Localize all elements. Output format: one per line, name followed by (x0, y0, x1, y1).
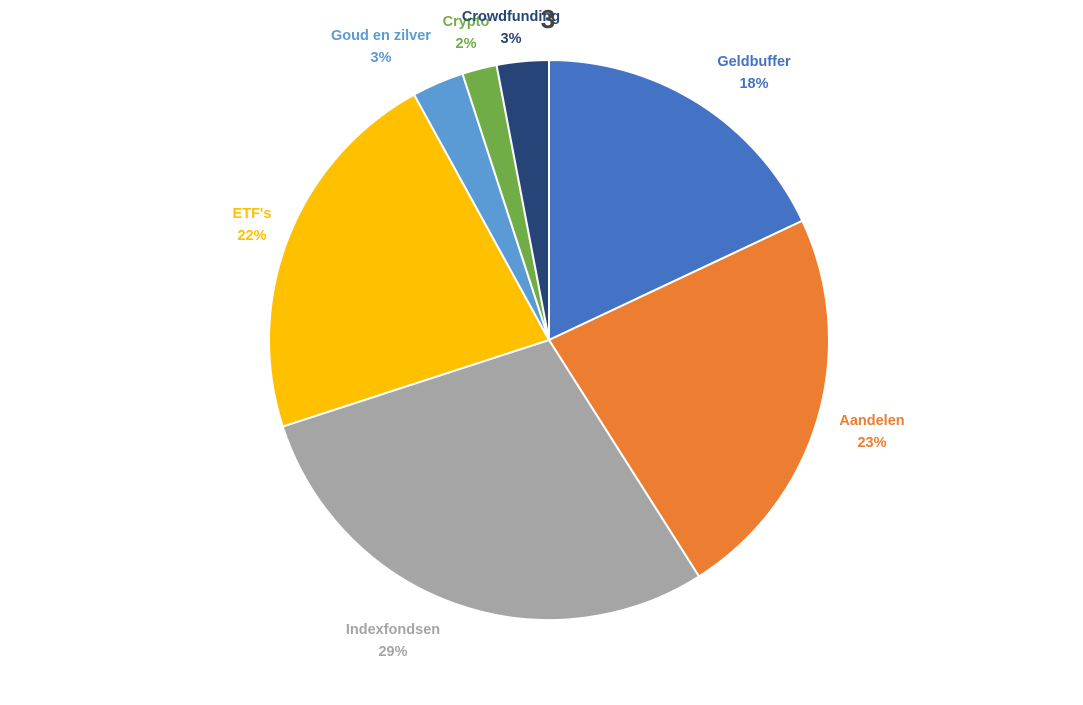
slice-label-aandelen: Aandelen (839, 413, 904, 429)
slice-aandelen (547, 219, 830, 578)
stray-glyph-label: 3 (541, 4, 555, 34)
slice-geldbuffer (548, 58, 804, 342)
slice-crowdfunding (495, 58, 550, 341)
slice-label-etf-s: ETF's (233, 206, 272, 222)
slice-label-crypto: Crypto (443, 14, 490, 30)
slice-percent-goud-en-zilver: 3% (371, 50, 392, 66)
labels-layer: Geldbuffer 18% Aandelen 23% Indexfondsen 29% E… (233, 9, 905, 660)
slice-percent-aandelen: 23% (857, 435, 886, 451)
slice-etf-s (268, 93, 551, 428)
slices-layer (268, 58, 830, 621)
slice-percent-crowdfunding: 3% (501, 31, 522, 47)
slice-percent-crypto: 2% (456, 36, 477, 52)
slice-percent-indexfondsen: 29% (378, 644, 407, 660)
slice-label-indexfondsen: Indexfondsen (346, 622, 440, 638)
slice-label-geldbuffer: Geldbuffer (717, 54, 791, 70)
slice-label-crowdfunding: Crowdfunding (462, 9, 560, 25)
slice-indexfondsen (281, 338, 701, 621)
slice-percent-geldbuffer: 18% (739, 76, 768, 92)
slice-label-goud-en-zilver: Goud en zilver (331, 28, 431, 44)
slice-percent-etf-s: 22% (237, 228, 266, 244)
